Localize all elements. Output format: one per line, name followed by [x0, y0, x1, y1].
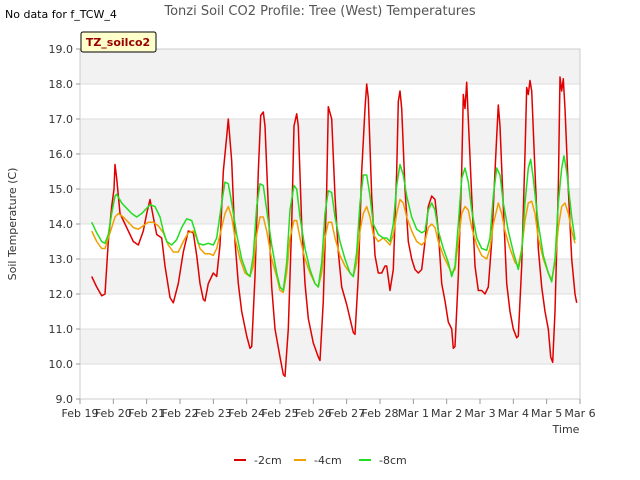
y-tick-label: 16.0: [49, 148, 74, 161]
x-tick-label: Feb 26: [295, 407, 332, 420]
y-tick-label: 10.0: [49, 358, 74, 371]
y-tick-label: 14.0: [49, 218, 74, 231]
no-data-notice: No data for f_TCW_4: [5, 8, 117, 21]
plot-band: [80, 154, 580, 189]
x-tick-label: Mar 1: [398, 407, 429, 420]
plot-band: [80, 329, 580, 364]
y-tick-label: 13.0: [49, 253, 74, 266]
x-tick-label: Feb 20: [95, 407, 132, 420]
y-tick-label: 12.0: [49, 288, 74, 301]
y-tick-label: 19.0: [49, 43, 74, 56]
plot-band: [80, 259, 580, 294]
plot-band: [80, 294, 580, 329]
legend-label: -2cm: [254, 454, 282, 467]
y-tick-label: 17.0: [49, 113, 74, 126]
y-tick-label: 18.0: [49, 78, 74, 91]
series-lines: [91, 76, 578, 378]
series-line-4cmcm: [91, 198, 576, 294]
plot-band: [80, 49, 580, 84]
tag-badge: TZ_soilco2: [80, 31, 157, 53]
y-tick-label: 15.0: [49, 183, 74, 196]
x-tick-label: Feb 24: [228, 407, 265, 420]
x-tick-label: Feb 22: [162, 407, 199, 420]
y-tick-label: 11.0: [49, 323, 74, 336]
x-tick-label: Feb 23: [195, 407, 232, 420]
x-tick-label: Feb 19: [62, 407, 99, 420]
x-tick-label: Mar 3: [464, 407, 495, 420]
legend-label: -8cm: [379, 454, 407, 467]
chart-title: Tonzi Soil CO2 Profile: Tree (West) Temp…: [163, 4, 476, 19]
tag-badge-box: [80, 31, 157, 53]
y-tick-label: 9.0: [56, 393, 74, 406]
y-axis: 9.0 10.0 11.0 12.0 13.0 14.0 15.0 16.0 17.0 18.0 1…: [49, 43, 80, 406]
plot-band: [80, 189, 580, 224]
x-tick-label: Feb 21: [128, 407, 165, 420]
plot-band: [80, 119, 580, 154]
y-axis-label: Soil Temperature (C): [6, 168, 19, 281]
series-line-8cmcm: [91, 155, 576, 292]
x-axis-label: Time: [552, 423, 580, 436]
x-tick-label: Feb 28: [362, 407, 399, 420]
x-tick-label: Mar 4: [498, 407, 529, 420]
x-tick-label: Feb 27: [328, 407, 365, 420]
x-tick-label: Mar 2: [431, 407, 462, 420]
series-line-2cmcm: [91, 76, 578, 378]
x-tick-label: Mar 5: [531, 407, 562, 420]
legend-label: -4cm: [314, 454, 342, 467]
tag-badge-label: TZ_soilco2: [86, 36, 150, 49]
x-tick-label: Mar 6: [564, 407, 595, 420]
plot-band: [80, 364, 580, 399]
x-tick-label: Feb 25: [262, 407, 299, 420]
legend: -2cm -4cm -8cm: [234, 454, 407, 467]
